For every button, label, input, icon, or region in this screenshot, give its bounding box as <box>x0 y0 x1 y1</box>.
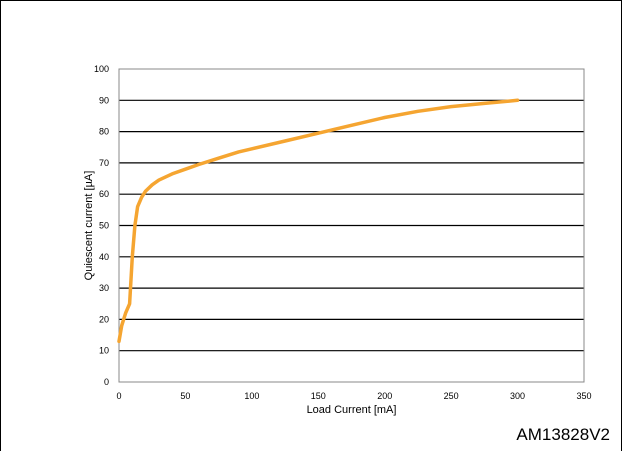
x-tick-label: 150 <box>311 391 326 401</box>
x-axis-label: Load Current [mA] <box>307 404 397 416</box>
y-tick-label: 50 <box>99 221 109 231</box>
y-tick-label: 10 <box>99 346 109 356</box>
series-line-0 <box>117 98 520 344</box>
x-tick-labels: 0 50 100 150 200 250 300 350 <box>116 391 591 401</box>
y-tick-label: 90 <box>99 95 109 105</box>
x-tick-label: 50 <box>180 391 190 401</box>
y-tick-label: 20 <box>99 314 109 324</box>
x-tick-label: 350 <box>576 391 591 401</box>
y-tick-label: 100 <box>94 64 109 74</box>
y-tick-label: 80 <box>99 127 109 137</box>
figure-id: AM13828V2 <box>516 425 610 444</box>
x-tick-label: 0 <box>116 391 121 401</box>
x-tick-label: 250 <box>444 391 459 401</box>
y-tick-label: 40 <box>99 252 109 262</box>
y-tick-label: 0 <box>104 377 109 387</box>
y-tick-label: 70 <box>99 158 109 168</box>
y-tick-label: 30 <box>99 283 109 293</box>
plot-area <box>118 68 585 383</box>
y-axis-label: Quiescent current [µA] <box>83 171 95 281</box>
x-tick-label: 200 <box>377 391 392 401</box>
series <box>117 98 520 344</box>
x-tick-label: 300 <box>510 391 525 401</box>
x-tick-label: 100 <box>244 391 259 401</box>
y-tick-label: 60 <box>99 189 109 199</box>
y-tick-labels: 0 10 20 30 40 50 60 70 80 90 100 <box>94 64 109 387</box>
gridlines <box>119 99 584 352</box>
